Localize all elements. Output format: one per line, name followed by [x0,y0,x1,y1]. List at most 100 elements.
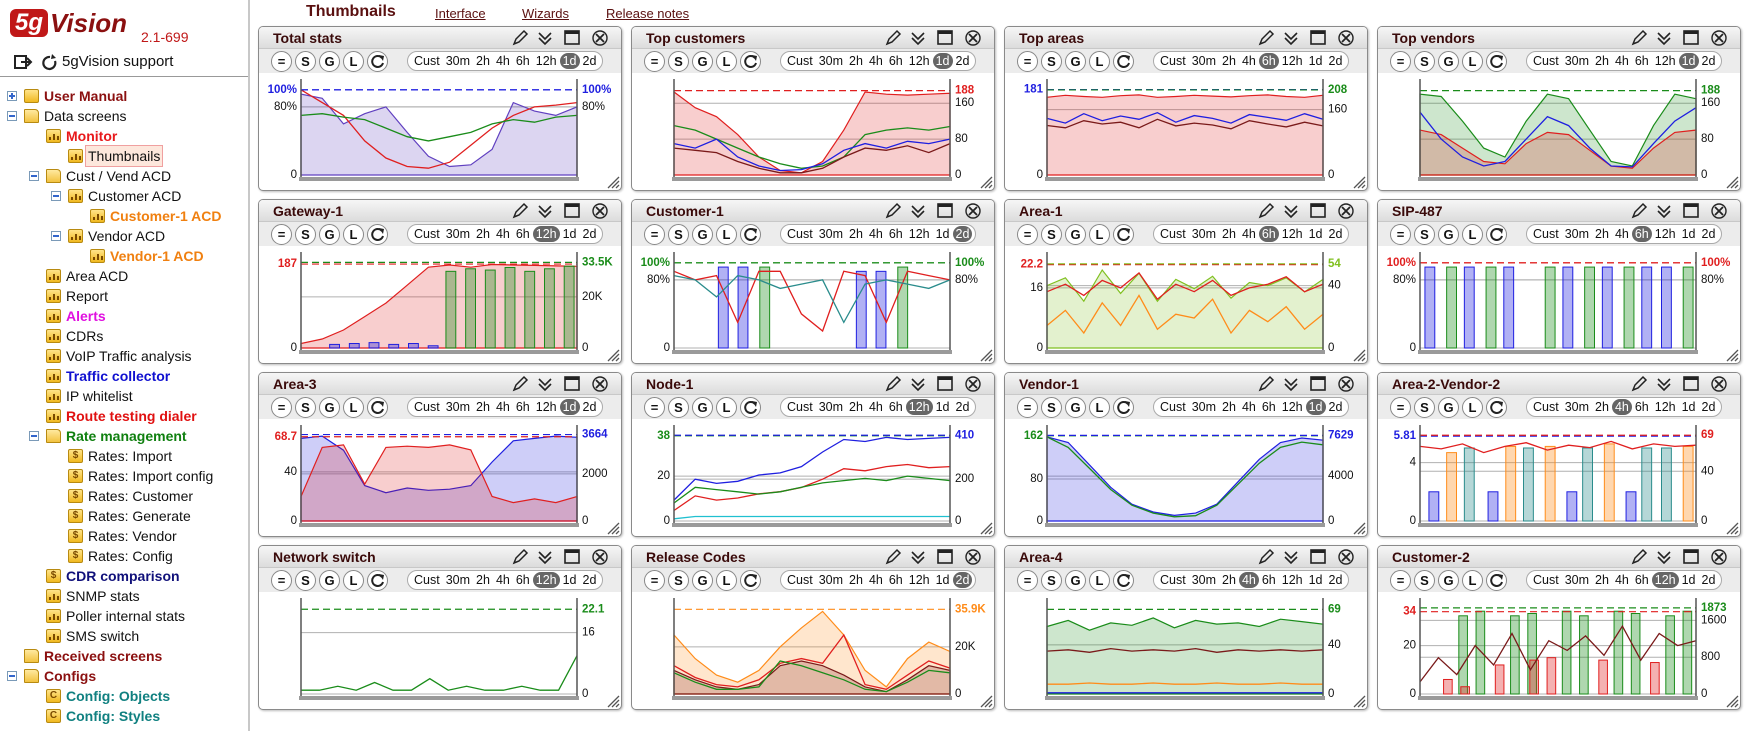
range-option[interactable]: 4h [1614,573,1629,587]
resize-grip[interactable] [1725,348,1739,362]
panel-controls[interactable] [1630,202,1734,220]
tree-row[interactable]: IP whitelist [0,386,248,406]
tool-button[interactable]: G [692,570,713,591]
resize-grip[interactable] [1725,175,1739,189]
range-option[interactable]: 2d [1701,227,1716,241]
tree-label[interactable]: Rates: Import config [88,468,214,484]
range-option[interactable]: 2h [476,227,490,241]
tool-button[interactable]: L [1462,397,1483,418]
tree-row[interactable]: $ Rates: Vendor [0,526,248,546]
range-option[interactable]: 2d [1701,573,1716,587]
tool-button[interactable]: L [1462,224,1483,245]
tree-row[interactable]: Alerts [0,306,248,326]
tree-row[interactable]: CDRs [0,326,248,346]
range-option[interactable]: 2d [952,226,973,242]
range-option[interactable]: Cust [1533,573,1559,587]
resize-grip[interactable] [979,175,993,189]
refresh-button[interactable] [367,51,388,72]
resize-grip[interactable] [1352,521,1366,535]
tool-button[interactable]: G [1065,570,1086,591]
tree-label[interactable]: Rate management [66,428,187,444]
tool-button[interactable]: = [644,570,665,591]
range-option[interactable]: 2h [1222,54,1236,68]
range-option[interactable]: 12h [1651,572,1679,588]
resize-grip[interactable] [979,521,993,535]
tree-label[interactable]: SMS switch [66,628,140,644]
refresh-button[interactable] [1486,51,1507,72]
resize-grip[interactable] [606,348,620,362]
range-option[interactable]: 30m [818,227,844,241]
tool-button[interactable]: L [343,570,364,591]
range-option[interactable]: 1d [559,53,580,69]
tab-link[interactable]: Interface [435,6,486,21]
tree-label[interactable]: Route testing dialer [66,408,197,424]
tree-expander[interactable] [51,231,61,241]
range-option[interactable]: 12h [908,54,930,68]
tree-row[interactable]: Cust / Vend ACD [0,166,248,186]
range-option[interactable]: 30m [1564,400,1590,414]
range-option[interactable]: 1d [1681,400,1696,414]
range-option[interactable]: 2h [476,54,490,68]
range-option[interactable]: Cust [787,54,813,68]
panel-controls[interactable] [511,375,615,393]
tool-button[interactable]: S [668,570,689,591]
range-option[interactable]: 30m [818,400,844,414]
tool-button[interactable]: L [716,397,737,418]
range-option[interactable]: 4h [868,400,883,414]
tool-button[interactable]: = [271,224,292,245]
tree-row[interactable]: VoIP Traffic analysis [0,346,248,366]
range-option[interactable]: 6h [888,573,903,587]
resize-grip[interactable] [1352,348,1366,362]
panel-controls[interactable] [884,29,988,47]
range-option[interactable]: 4h [1241,227,1256,241]
range-option[interactable]: 6h [1261,573,1276,587]
tree-expander[interactable] [7,671,17,681]
range-option[interactable]: 1d [1308,573,1323,587]
range-option[interactable]: 1d [1305,399,1326,415]
tool-button[interactable]: L [716,224,737,245]
resize-grip[interactable] [1725,694,1739,708]
range-option[interactable]: 2h [1222,573,1236,587]
resize-grip[interactable] [979,694,993,708]
range-option[interactable]: 12h [908,227,930,241]
tool-button[interactable]: L [1089,570,1110,591]
range-option[interactable]: 12h [1654,54,1676,68]
tool-button[interactable]: L [1089,397,1110,418]
tree-row[interactable]: $ Rates: Generate [0,506,248,526]
range-option[interactable]: 4h [495,400,510,414]
range-option[interactable]: 30m [818,54,844,68]
range-option[interactable]: 2h [849,54,863,68]
tree-row[interactable]: $ Rates: Customer [0,486,248,506]
range-option[interactable]: 2d [955,400,970,414]
refresh-button[interactable] [740,224,761,245]
tool-button[interactable]: G [1065,397,1086,418]
range-option[interactable]: 6h [515,573,530,587]
range-option[interactable]: 6h [888,227,903,241]
tool-button[interactable]: S [668,51,689,72]
tree-row[interactable]: $ Rates: Import [0,446,248,466]
range-option[interactable]: 1d [562,227,577,241]
tool-button[interactable]: = [1390,397,1411,418]
tree-row[interactable]: C Config: Objects [0,686,248,706]
tree-row[interactable]: User Manual [0,86,248,106]
range-option[interactable]: Cust [1533,54,1559,68]
tree-row[interactable]: C Config: Styles [0,706,248,726]
refresh-button[interactable] [1486,224,1507,245]
tool-button[interactable]: = [1017,224,1038,245]
tree-label[interactable]: Area ACD [66,268,129,284]
range-option[interactable]: 30m [1564,227,1590,241]
range-option[interactable]: 12h [1281,573,1303,587]
panel-controls[interactable] [884,202,988,220]
tree-row[interactable]: SNMP stats [0,586,248,606]
range-option[interactable]: 2h [476,573,490,587]
tool-button[interactable]: G [692,224,713,245]
tool-button[interactable]: = [644,224,665,245]
range-option[interactable]: 1d [1681,573,1696,587]
range-option[interactable]: 1d [1681,227,1696,241]
range-option[interactable]: 1d [935,227,950,241]
range-option[interactable]: 6h [515,227,530,241]
tree-expander[interactable] [51,191,61,201]
range-option[interactable]: Cust [414,573,440,587]
range-option[interactable]: 12h [535,400,557,414]
tool-button[interactable]: S [1414,51,1435,72]
